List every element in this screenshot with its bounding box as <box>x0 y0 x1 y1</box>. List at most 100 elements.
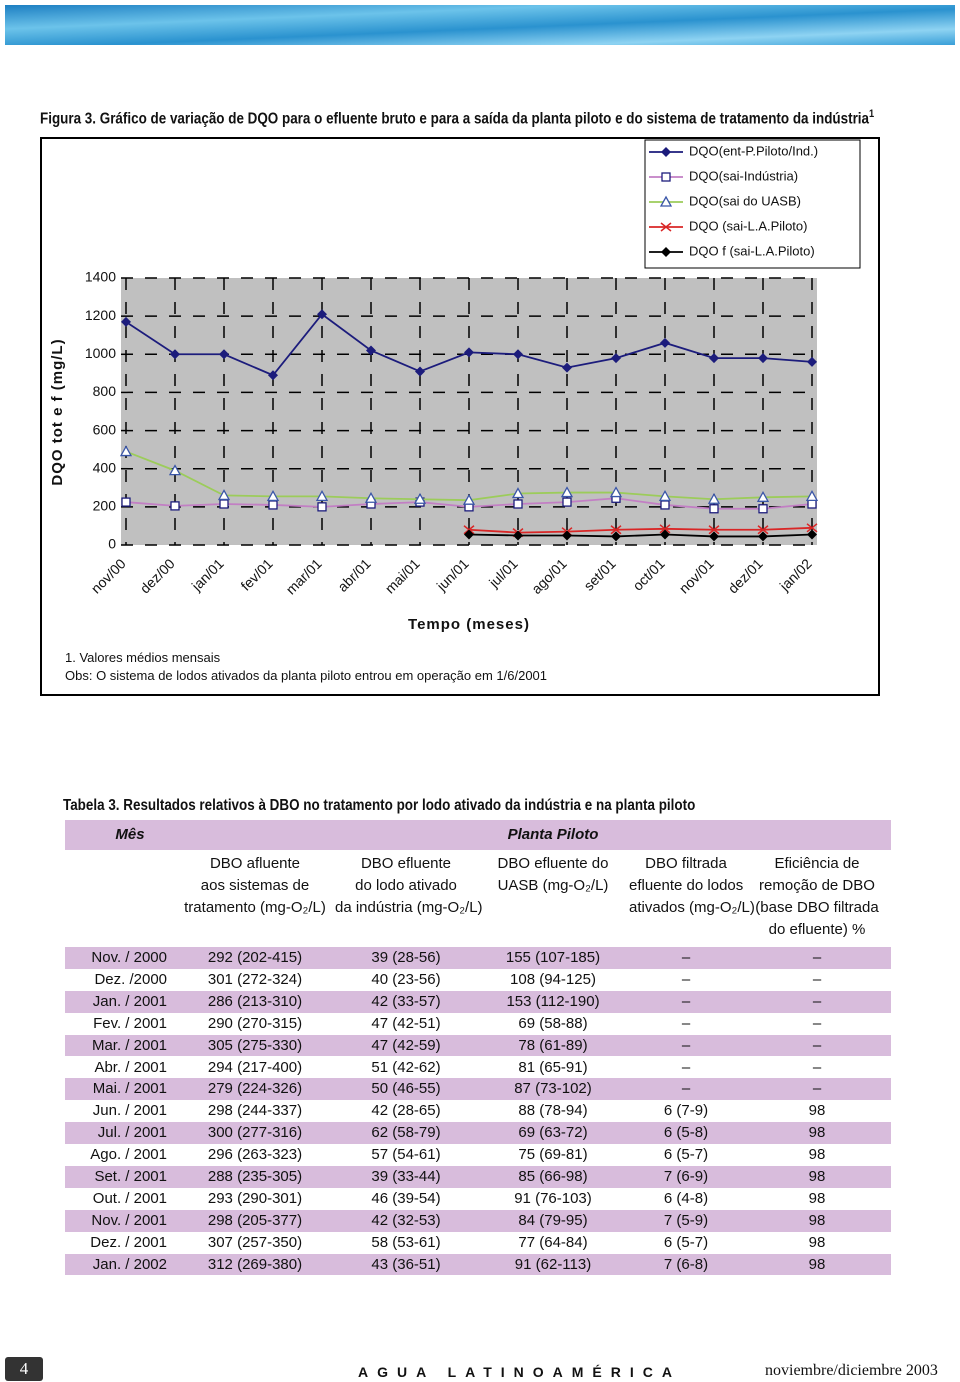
table-cell: 298 (205-377) <box>207 1211 303 1229</box>
table-cell: – <box>681 1014 691 1032</box>
table-cell: Out. / 2001 <box>92 1189 167 1207</box>
table-cell: 43 (36-51) <box>371 1255 441 1273</box>
table-cell: 6 (7-9) <box>663 1102 709 1120</box>
y-tick-label: 1400 <box>85 269 116 285</box>
table-cell: 7 (6-8) <box>663 1255 709 1273</box>
table-cell: 75 (69-81) <box>518 1146 588 1164</box>
table-row <box>65 968 891 991</box>
table-cell: 6 (5-7) <box>663 1146 709 1164</box>
table-cell: 300 (277-316) <box>207 1124 303 1142</box>
marker <box>562 362 572 373</box>
y-axis-title: DQO tot e f (mg/L) <box>49 338 66 485</box>
table-cell: – <box>681 992 691 1010</box>
table-cell: – <box>812 1080 822 1098</box>
marker <box>119 445 133 457</box>
marker <box>658 490 672 502</box>
table-title: Tabela 3. Resultados relativos à DBO no … <box>63 797 696 814</box>
table-cell: Abr. / 2001 <box>94 1058 167 1076</box>
table-row <box>65 1166 891 1188</box>
legend-marker <box>661 247 671 257</box>
table-row <box>65 1253 891 1276</box>
column-header-line: da indústria (mg-O₂/L) <box>335 899 483 916</box>
column-header-line: tratamento (mg-O₂/L) <box>184 899 326 916</box>
column-header: DBO afluente aos sistemas de tratamento (m… <box>175 853 335 919</box>
table-cell: 42 (32-53) <box>371 1211 441 1229</box>
legend-label: DQO(sai-Indústria) <box>689 168 798 183</box>
marker <box>464 529 474 540</box>
table-cell: 301 (272-324) <box>207 970 303 988</box>
banner-image <box>5 5 955 45</box>
table-cell: 98 <box>808 1211 826 1229</box>
table-cell: 294 (217-400) <box>207 1058 303 1076</box>
marker <box>807 499 817 509</box>
legend-label: DQO(ent-P.Piloto/Ind.) <box>689 143 818 158</box>
table-cell: 286 (213-310) <box>207 992 303 1010</box>
table-cell: 298 (244-337) <box>207 1102 303 1120</box>
marker <box>266 490 280 502</box>
table-cell: 6 (5-8) <box>663 1124 709 1142</box>
table-row <box>65 1209 891 1232</box>
table-cell: Nov. / 2001 <box>91 1211 167 1229</box>
legend-marker <box>661 172 671 182</box>
x-tick-label: mai/01 <box>382 555 423 596</box>
table-cell: 84 (79-95) <box>518 1211 588 1229</box>
table-cell: 312 (269-380) <box>207 1255 303 1273</box>
table-cell: Jun. / 2001 <box>92 1102 167 1120</box>
table-cell: 47 (42-59) <box>371 1036 441 1054</box>
marker <box>513 530 523 541</box>
marker <box>317 309 327 320</box>
table-cell: Ago. / 2001 <box>90 1146 167 1164</box>
table-cell: 46 (39-54) <box>371 1189 441 1207</box>
marker <box>170 501 180 511</box>
series-line <box>468 526 813 534</box>
y-tick-label: 0 <box>108 536 116 552</box>
x-tick-label: ago/01 <box>528 555 570 597</box>
y-tick-label: 800 <box>93 383 117 399</box>
table-cell: 50 (46-55) <box>371 1080 441 1098</box>
table-cell: 98 <box>808 1124 826 1142</box>
table-cell: 57 (54-61) <box>371 1146 441 1164</box>
column-header-line: ativados (mg-O₂/L) <box>629 899 755 916</box>
issue-date: noviembre/diciembre 2003 <box>765 1362 938 1379</box>
table-cell: 296 (263-323) <box>207 1146 303 1164</box>
column-header-line: DBO filtrada <box>645 855 727 872</box>
table-cell: 77 (64-84) <box>518 1233 588 1251</box>
table-row <box>65 990 891 1013</box>
column-header-line: do efluente) % <box>768 921 866 938</box>
figure-caption: Figura 3. Gráfico de variação de DQO par… <box>40 108 874 128</box>
marker <box>315 490 329 502</box>
marker <box>756 490 770 502</box>
table-cell: – <box>812 970 822 988</box>
table-cell: – <box>681 949 691 966</box>
table-cell: 42 (28-65) <box>371 1102 441 1120</box>
table-cell: 69 (58-88) <box>518 1014 588 1032</box>
marker <box>366 345 376 356</box>
table-cell: – <box>681 1036 691 1054</box>
table-cell: 98 <box>808 1146 826 1164</box>
table-row <box>65 1231 891 1254</box>
table-cell: 6 (4-8) <box>663 1189 709 1207</box>
table-cell: 98 <box>808 1102 826 1120</box>
marker <box>219 499 229 509</box>
column-header-line: remoção de DBO <box>759 877 875 894</box>
series-line <box>468 533 813 538</box>
table-cell: 108 (94-125) <box>510 970 596 988</box>
y-tick-label: 1200 <box>85 307 116 323</box>
table-cell: 98 <box>808 1233 826 1251</box>
marker <box>121 497 131 507</box>
x-axis-title: Tempo (meses) <box>408 616 530 633</box>
table-cell: – <box>812 949 822 966</box>
marker <box>758 353 768 364</box>
column-header-line: DBO efluente do <box>497 855 609 872</box>
marker <box>219 349 229 360</box>
table-row <box>65 1187 891 1210</box>
marker <box>660 337 670 348</box>
marker <box>562 530 572 541</box>
header-cell: Mês <box>115 826 145 843</box>
table-cell: 305 (275-330) <box>207 1036 303 1054</box>
column-header-line: (base DBO filtrada <box>755 899 879 916</box>
marker <box>758 504 768 514</box>
marker <box>121 316 131 327</box>
marker <box>806 523 818 533</box>
